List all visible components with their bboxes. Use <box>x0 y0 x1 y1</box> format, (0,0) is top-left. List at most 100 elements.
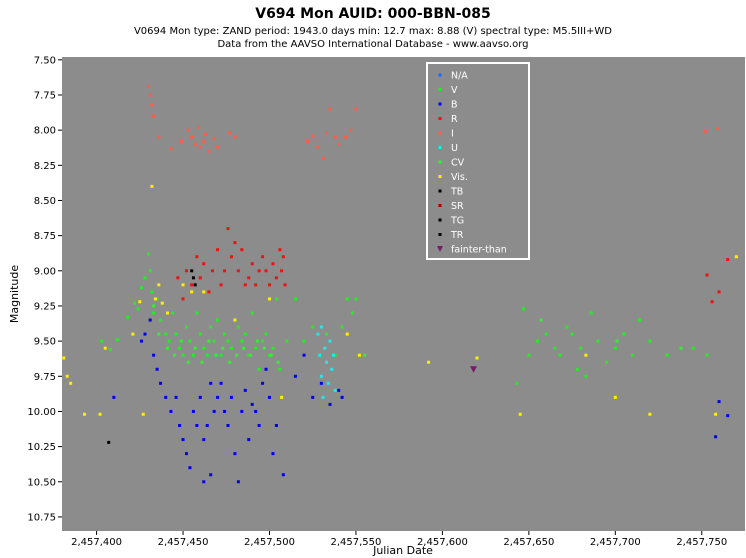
data-point <box>293 374 297 378</box>
data-point <box>190 135 194 139</box>
data-point <box>202 438 206 442</box>
data-point <box>340 395 344 399</box>
data-point <box>243 283 247 287</box>
data-point <box>257 367 261 371</box>
data-point <box>198 395 202 399</box>
data-point <box>202 139 206 143</box>
data-point <box>527 353 531 357</box>
y-tick-label: 9.00 <box>34 266 56 277</box>
data-point <box>204 132 208 136</box>
data-point <box>172 353 176 357</box>
data-point <box>734 255 738 259</box>
data-point <box>108 348 112 352</box>
data-point <box>648 339 652 343</box>
legend-marker <box>438 73 442 77</box>
data-point <box>138 300 142 304</box>
legend-marker <box>438 131 442 135</box>
data-point <box>212 339 216 343</box>
fainter-than-point <box>470 366 478 373</box>
data-point <box>174 332 178 336</box>
data-point <box>100 339 104 343</box>
data-point <box>544 332 548 336</box>
data-point <box>202 290 206 294</box>
data-point <box>705 353 709 357</box>
data-point <box>350 311 354 315</box>
data-point <box>226 424 230 428</box>
data-point <box>233 318 237 322</box>
data-point <box>219 381 223 385</box>
data-point <box>539 318 543 322</box>
data-point <box>243 388 247 392</box>
data-point <box>318 353 322 357</box>
x-tick-label: 2,457,650 <box>503 537 554 548</box>
data-point <box>181 297 185 301</box>
data-point <box>242 346 246 350</box>
data-point <box>181 438 185 442</box>
data-point <box>146 85 150 89</box>
data-point <box>247 438 251 442</box>
data-point <box>229 255 233 259</box>
data-point <box>691 346 695 350</box>
data-point <box>596 339 600 343</box>
data-point <box>143 276 147 280</box>
data-point <box>316 145 320 149</box>
data-point <box>345 297 349 301</box>
data-point <box>209 325 213 329</box>
legend-marker <box>438 160 442 164</box>
legend-marker <box>438 218 442 222</box>
data-point <box>136 307 140 311</box>
data-point <box>536 339 540 343</box>
data-point <box>219 283 223 287</box>
data-point <box>325 131 329 135</box>
data-point <box>553 346 557 350</box>
data-point <box>179 139 183 143</box>
y-tick-label: 7.50 <box>34 55 56 66</box>
data-point <box>274 297 278 301</box>
data-point <box>195 311 199 315</box>
data-point <box>233 135 237 139</box>
data-point <box>140 339 144 343</box>
legend-label: V <box>451 85 458 96</box>
legend-label: TB <box>450 187 463 198</box>
data-point <box>264 367 268 371</box>
data-point <box>247 276 251 280</box>
data-point <box>62 356 66 360</box>
data-point <box>257 424 261 428</box>
data-point <box>710 300 714 304</box>
data-point <box>150 103 154 107</box>
legend-label: SR <box>451 201 464 212</box>
data-point <box>726 414 730 418</box>
data-point <box>191 353 195 357</box>
y-tick-label: 10.25 <box>27 442 56 453</box>
data-point <box>69 381 73 385</box>
data-point <box>198 145 202 149</box>
data-point <box>326 381 330 385</box>
data-point <box>261 339 265 343</box>
data-point <box>302 353 306 357</box>
data-point <box>276 360 280 364</box>
data-point <box>193 142 197 146</box>
data-point <box>240 248 244 252</box>
data-point <box>190 269 194 273</box>
data-points <box>62 85 738 484</box>
data-point <box>148 93 152 97</box>
data-point <box>226 339 230 343</box>
data-point <box>152 114 156 118</box>
y-tick-label: 9.75 <box>34 372 56 383</box>
data-point <box>164 332 168 336</box>
data-point <box>197 125 201 129</box>
data-point <box>228 131 232 135</box>
data-point <box>267 395 271 399</box>
legend-marker <box>438 88 442 91</box>
data-point <box>714 435 718 439</box>
x-tick-label: 2,457,500 <box>244 537 295 548</box>
y-tick-label: 8.25 <box>34 161 56 172</box>
data-point <box>311 134 315 138</box>
data-point <box>522 307 526 311</box>
legend-label: U <box>451 143 458 154</box>
data-point <box>126 315 130 319</box>
y-tick-label: 10.00 <box>27 407 56 418</box>
data-point <box>223 269 227 273</box>
data-point <box>558 353 562 357</box>
data-point <box>229 346 233 350</box>
